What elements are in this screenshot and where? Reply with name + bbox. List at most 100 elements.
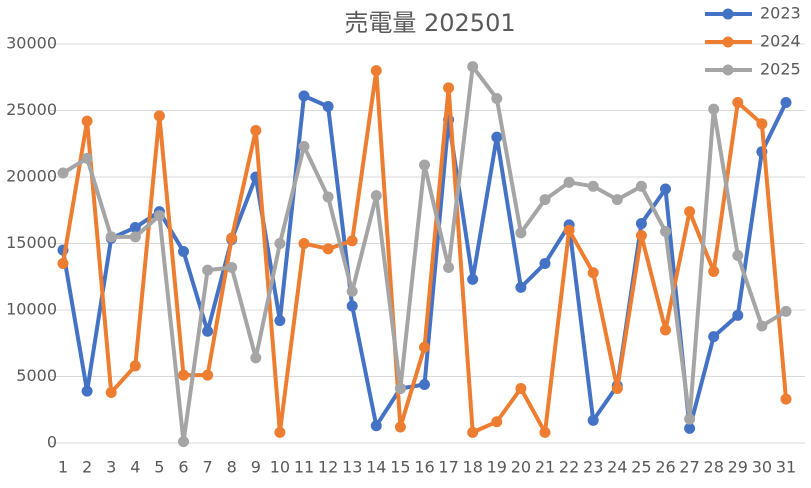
data-point [370,420,382,432]
x-tick-label: 1 [58,458,68,477]
data-point [370,65,382,77]
data-point [756,118,768,130]
data-point [274,315,286,327]
x-tick-label: 18 [463,458,483,477]
data-point [346,285,358,297]
data-point [298,238,310,249]
data-point [467,426,479,438]
data-point [394,382,406,394]
x-tick-label: 8 [227,458,237,477]
data-point [178,369,189,381]
x-tick-label: 26 [655,458,675,477]
y-tick-label: 25000 [6,100,57,119]
data-point [780,97,792,109]
data-point [129,222,141,234]
y-tick-label: 30000 [6,34,57,53]
data-point [443,82,455,94]
data-point [563,224,575,236]
data-point [732,97,744,109]
data-point [298,90,310,102]
chart-title: 売電量 202501 [344,9,515,37]
data-point [587,267,599,279]
data-point [780,393,792,405]
data-point [298,140,310,152]
y-tick-label: 0 [47,433,57,452]
data-point [563,176,575,188]
data-point [539,257,551,269]
data-point [539,426,551,438]
data-point [660,183,671,195]
legend-marker [722,36,734,48]
data-point [129,360,141,372]
data-point [708,265,720,277]
x-tick-label: 23 [583,458,603,477]
legend-label: 2024 [760,32,801,51]
x-tick-label: 31 [776,458,796,477]
data-point [684,206,696,218]
data-point [635,218,647,230]
x-tick-label: 25 [631,458,651,477]
x-tick-label: 27 [679,458,699,477]
data-point [491,131,503,143]
data-point [684,413,696,425]
data-point [611,194,623,206]
data-point [346,235,358,247]
data-point [491,416,503,428]
x-tick-label: 21 [535,458,555,477]
x-tick-label: 7 [203,458,213,477]
data-point [539,194,551,206]
data-point [322,191,334,203]
legend-marker [722,8,734,20]
data-point [491,93,503,105]
data-point [226,232,238,244]
data-point [443,261,455,273]
data-point [153,210,165,222]
data-point [322,243,334,255]
data-point [274,426,286,438]
x-tick-label: 24 [607,458,627,477]
data-point [178,436,189,448]
x-tick-label: 20 [511,458,531,477]
x-tick-label: 28 [704,458,724,477]
x-tick-label: 10 [270,458,290,477]
data-point [515,227,527,239]
data-point [660,226,671,238]
x-tick-label: 16 [414,458,434,477]
data-point [635,180,647,192]
data-point [81,152,93,164]
x-tick-label: 29 [728,458,748,477]
data-point [660,324,671,336]
data-point [129,231,141,243]
x-tick-label: 15 [390,458,410,477]
x-tick-label: 2 [82,458,92,477]
legend-label: 2023 [760,4,801,23]
x-tick-label: 30 [752,458,772,477]
data-point [370,190,382,202]
data-point [515,382,527,394]
x-tick-label: 22 [559,458,579,477]
data-point [732,249,744,261]
data-point [419,159,430,171]
data-point [202,325,214,337]
data-point [81,115,93,127]
x-tick-label: 3 [106,458,116,477]
data-point [756,320,768,332]
data-point [250,352,262,364]
x-tick-label: 6 [178,458,188,477]
data-point [105,386,117,398]
data-point [178,245,189,257]
data-point [467,61,479,73]
x-tick-label: 5 [154,458,164,477]
data-point [467,273,479,285]
x-tick-label: 14 [366,458,386,477]
data-point [611,382,623,394]
y-tick-label: 5000 [16,366,57,385]
data-point [780,305,792,317]
data-point [684,422,696,434]
x-tick-label: 4 [130,458,140,477]
data-point [322,101,334,113]
data-point [202,264,214,276]
y-tick-label: 10000 [6,300,57,319]
